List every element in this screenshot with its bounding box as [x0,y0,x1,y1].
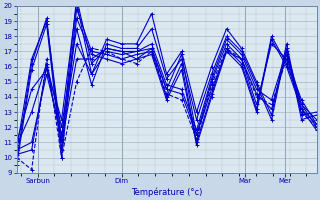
X-axis label: Température (°c): Température (°c) [131,187,202,197]
